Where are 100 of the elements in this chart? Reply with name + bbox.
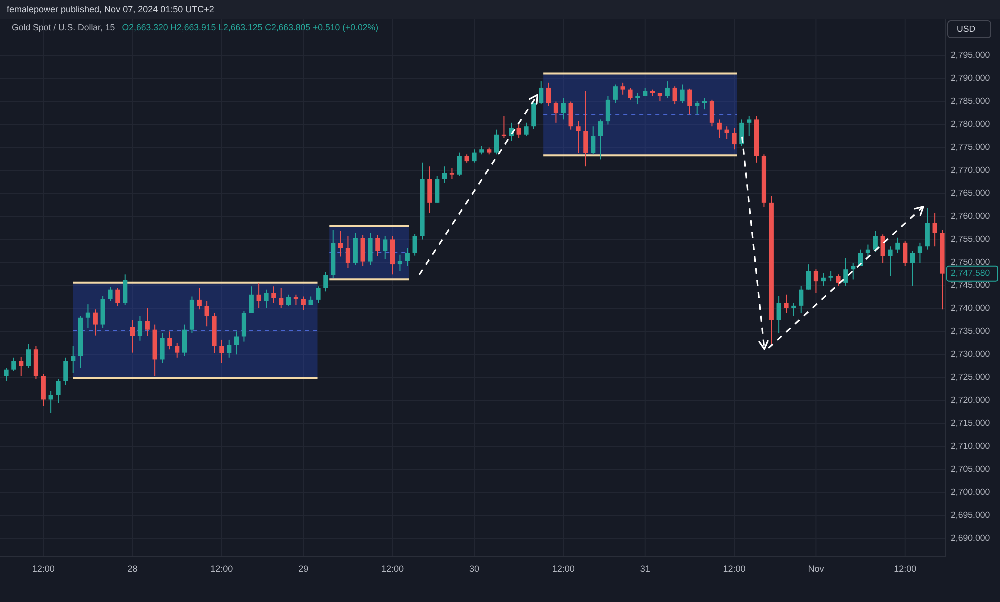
y-tick-label: 2,700.000 <box>951 486 990 497</box>
candlestick <box>116 288 120 307</box>
candlestick <box>918 242 923 264</box>
candlestick <box>554 101 559 124</box>
candlestick <box>368 232 373 266</box>
candlestick <box>145 308 150 337</box>
y-tick-label: 2,750.000 <box>951 257 990 268</box>
candlestick <box>294 294 299 306</box>
candlestick <box>71 346 76 374</box>
candlestick <box>606 96 611 126</box>
candlestick <box>665 81 670 99</box>
candlestick <box>234 331 240 356</box>
candlestick <box>672 86 678 106</box>
candlestick <box>903 241 908 267</box>
candlestick <box>524 122 529 137</box>
candlestick <box>680 84 685 104</box>
candlestick <box>776 296 782 334</box>
candlestick <box>301 296 306 311</box>
y-tick-label: 2,790.000 <box>951 73 990 84</box>
candlestick <box>242 310 247 342</box>
x-tick-label: 31 <box>640 564 650 574</box>
candlestick <box>620 82 626 96</box>
y-tick-label: 2,765.000 <box>951 188 990 198</box>
candlestick <box>123 274 128 306</box>
candlestick <box>896 237 900 254</box>
candlestick <box>925 207 930 250</box>
candlestick <box>279 288 284 309</box>
candlestick <box>182 324 188 358</box>
candlestick <box>561 98 566 120</box>
candlestick <box>26 344 32 369</box>
candlestick <box>175 342 180 358</box>
y-tick-label: 2,795.000 <box>951 50 990 60</box>
y-tick-label: 2,775.000 <box>951 142 990 152</box>
candlestick <box>168 331 172 350</box>
y-tick-label: 2,745.000 <box>951 280 990 290</box>
candlestick <box>732 127 737 150</box>
x-tick-label: Nov <box>808 564 825 574</box>
candlestick <box>844 258 848 287</box>
candlestick <box>12 357 16 372</box>
x-tick-label: 12:00 <box>723 564 746 574</box>
candlestick <box>264 289 269 309</box>
candlestick <box>138 316 143 342</box>
candlestick <box>227 339 232 358</box>
candlestick <box>204 300 210 328</box>
candlestick <box>376 234 380 257</box>
candlestick <box>256 282 262 309</box>
candlestick <box>197 288 202 310</box>
candlestick <box>108 286 113 302</box>
candlestick <box>584 90 588 168</box>
y-tick-label: 2,695.000 <box>951 510 990 520</box>
candlestick <box>494 129 500 156</box>
y-tick-label: 2,720.000 <box>951 394 990 405</box>
x-tick-label: 12:00 <box>382 564 404 574</box>
candlestick <box>532 99 536 130</box>
y-axis-title: USD <box>957 24 976 34</box>
candlestick <box>821 272 826 287</box>
candlestick <box>86 304 91 329</box>
candlestick <box>910 250 916 287</box>
candlestick <box>613 84 618 104</box>
candlestick <box>814 269 819 294</box>
x-tick-label: 30 <box>469 564 480 574</box>
candlestick <box>546 82 552 107</box>
candlestick <box>41 373 46 407</box>
x-tick-label: 12:00 <box>894 564 917 574</box>
candlestick <box>880 234 886 264</box>
candlestick <box>888 246 893 278</box>
candlestick <box>717 119 722 139</box>
candlestick <box>435 176 440 204</box>
candlestick <box>472 149 477 164</box>
candlestick <box>160 332 165 364</box>
text: 2,747.580 <box>951 268 990 278</box>
candlestick <box>383 236 388 260</box>
y-tick-label: 2,785.000 <box>951 96 990 106</box>
candlestick <box>324 272 328 292</box>
candlestick <box>866 244 871 257</box>
y-tick-label: 2,770.000 <box>951 165 990 176</box>
candlestick <box>64 357 68 386</box>
y-tick-label: 2,725.000 <box>951 372 990 382</box>
y-tick-label: 2,730.000 <box>951 349 990 360</box>
candlestick <box>539 81 544 106</box>
candlestick <box>130 320 136 354</box>
y-tick-label: 2,760.000 <box>951 211 990 222</box>
candlestick <box>450 167 455 180</box>
chart-title: Gold Spot / U.S. Dollar, 15 <box>12 22 116 32</box>
candlestick <box>405 247 410 267</box>
y-tick-label: 2,735.000 <box>951 326 990 336</box>
candlestick <box>799 286 804 314</box>
candlestick <box>724 126 730 140</box>
candlestick <box>598 119 604 160</box>
candlestick <box>4 368 9 382</box>
candlestick <box>360 234 366 267</box>
candlestick <box>286 294 292 307</box>
candlestick <box>516 124 522 139</box>
candlestick <box>932 212 938 248</box>
candlestick <box>56 379 61 404</box>
candlestick <box>851 262 856 280</box>
candlestick <box>412 234 418 256</box>
y-tick-label: 2,690.000 <box>951 532 990 543</box>
candlestick <box>338 230 344 258</box>
candlestick <box>710 99 715 128</box>
